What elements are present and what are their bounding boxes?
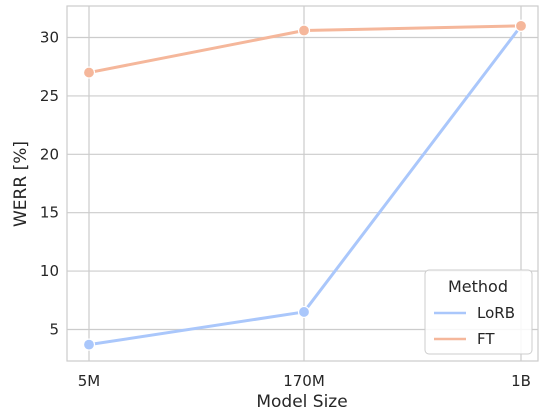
y-tick-label: 20 <box>40 145 59 163</box>
x-tick-label: 1B <box>511 372 531 390</box>
x-tick-label: 170M <box>283 372 325 390</box>
data-point-ft <box>82 66 96 79</box>
legend: Method LoRB FT <box>424 269 533 355</box>
x-tick-label: 5M <box>78 372 101 390</box>
y-axis-label: WERR [%] <box>11 141 31 227</box>
y-tick-label: 30 <box>40 29 59 47</box>
legend-label-ft: FT <box>477 330 495 348</box>
y-axis-ticks: 5 10 15 20 25 30 <box>40 29 59 339</box>
y-tick-label: 25 <box>40 87 59 105</box>
y-tick-label: 15 <box>40 204 59 222</box>
data-point-ft <box>514 19 528 32</box>
legend-title: Method <box>448 277 508 296</box>
data-point-lorb <box>82 338 96 351</box>
y-tick-label: 10 <box>40 262 59 280</box>
legend-items: LoRB FT <box>434 304 515 348</box>
x-axis-label: Model Size <box>256 392 347 412</box>
legend-label-lorb: LoRB <box>477 304 515 322</box>
data-point-lorb <box>297 305 311 319</box>
y-tick-label: 5 <box>49 320 59 338</box>
series-group <box>82 19 528 351</box>
legend-box <box>424 269 533 355</box>
data-point-ft <box>297 24 311 37</box>
x-axis-ticks: 5M 170M 1B <box>78 372 531 390</box>
